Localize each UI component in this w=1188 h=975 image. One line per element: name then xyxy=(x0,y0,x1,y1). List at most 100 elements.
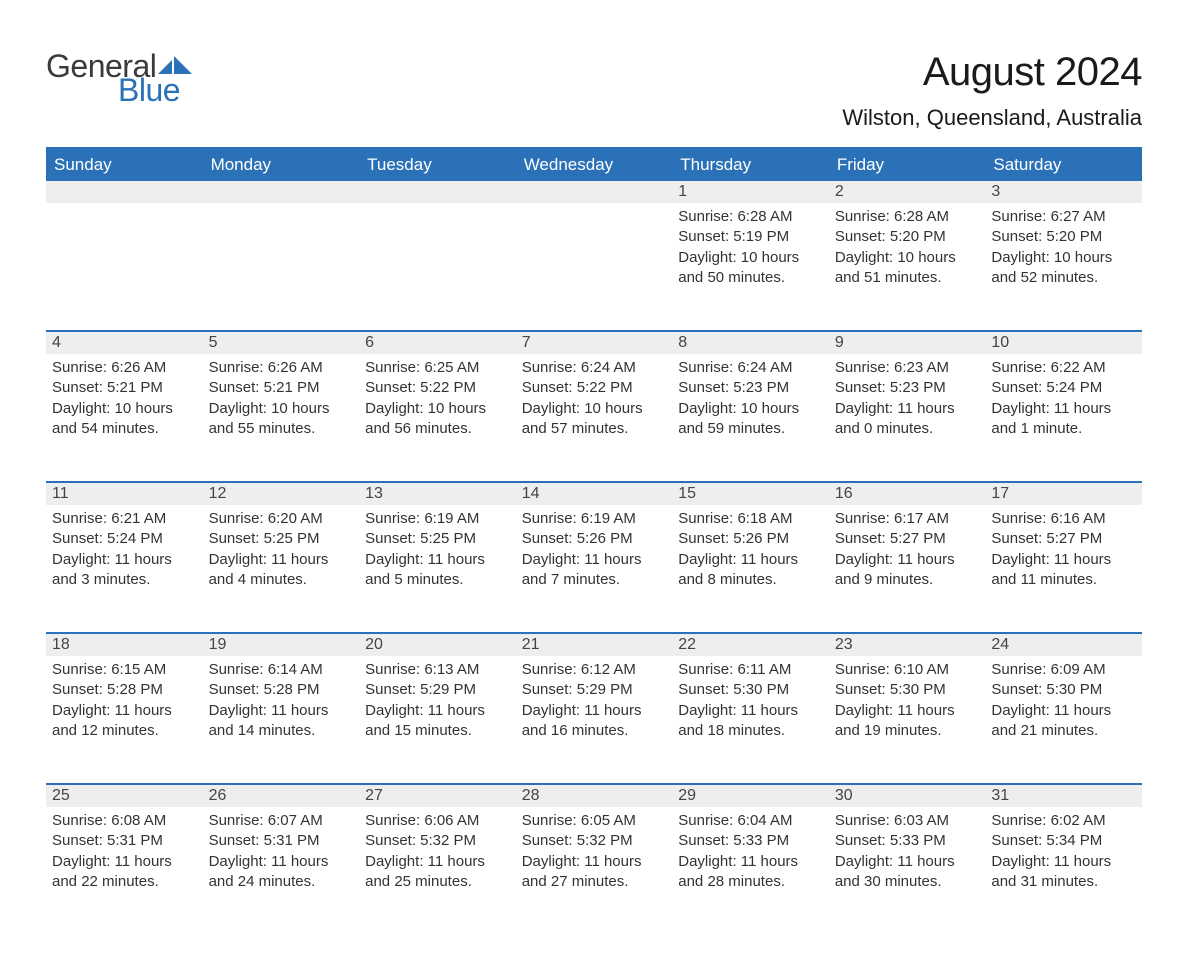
daylight-line: Daylight: 11 hours and 24 minutes. xyxy=(209,852,354,893)
day-number-cell: 10 xyxy=(985,331,1142,354)
day-number-cell: 7 xyxy=(516,331,673,354)
day-content-cell: Sunrise: 6:12 AMSunset: 5:29 PMDaylight:… xyxy=(516,656,673,784)
day-header: Monday xyxy=(203,148,360,181)
calendar-table: Sunday Monday Tuesday Wednesday Thursday… xyxy=(46,147,1142,935)
sunset-line: Sunset: 5:31 PM xyxy=(209,831,354,851)
day-header: Friday xyxy=(829,148,986,181)
day-content-cell: Sunrise: 6:22 AMSunset: 5:24 PMDaylight:… xyxy=(985,354,1142,482)
day-number-cell: 31 xyxy=(985,784,1142,807)
daylight-line: Daylight: 11 hours and 27 minutes. xyxy=(522,852,667,893)
location: Wilston, Queensland, Australia xyxy=(842,105,1142,131)
daylight-line: Daylight: 11 hours and 14 minutes. xyxy=(209,701,354,742)
day-content-cell: Sunrise: 6:06 AMSunset: 5:32 PMDaylight:… xyxy=(359,807,516,935)
day-number-cell: 28 xyxy=(516,784,673,807)
day-content-cell: Sunrise: 6:13 AMSunset: 5:29 PMDaylight:… xyxy=(359,656,516,784)
sunrise-line: Sunrise: 6:15 AM xyxy=(52,660,197,680)
day-content-cell: Sunrise: 6:09 AMSunset: 5:30 PMDaylight:… xyxy=(985,656,1142,784)
sunset-line: Sunset: 5:31 PM xyxy=(52,831,197,851)
daylight-line: Daylight: 10 hours and 51 minutes. xyxy=(835,248,980,289)
day-number-cell: 17 xyxy=(985,482,1142,505)
day-content-row: Sunrise: 6:28 AMSunset: 5:19 PMDaylight:… xyxy=(46,203,1142,331)
sunrise-line: Sunrise: 6:04 AM xyxy=(678,811,823,831)
sunrise-line: Sunrise: 6:23 AM xyxy=(835,358,980,378)
day-number-cell: 27 xyxy=(359,784,516,807)
day-content-cell: Sunrise: 6:04 AMSunset: 5:33 PMDaylight:… xyxy=(672,807,829,935)
sunrise-line: Sunrise: 6:18 AM xyxy=(678,509,823,529)
daylight-line: Daylight: 10 hours and 52 minutes. xyxy=(991,248,1136,289)
sunrise-line: Sunrise: 6:24 AM xyxy=(678,358,823,378)
day-header: Thursday xyxy=(672,148,829,181)
sunset-line: Sunset: 5:30 PM xyxy=(835,680,980,700)
day-content-row: Sunrise: 6:21 AMSunset: 5:24 PMDaylight:… xyxy=(46,505,1142,633)
header: General Blue August 2024 Wilston, Queens… xyxy=(46,50,1142,143)
sunrise-line: Sunrise: 6:24 AM xyxy=(522,358,667,378)
day-number-cell: 22 xyxy=(672,633,829,656)
sunset-line: Sunset: 5:22 PM xyxy=(522,378,667,398)
day-content-cell: Sunrise: 6:28 AMSunset: 5:20 PMDaylight:… xyxy=(829,203,986,331)
daylight-line: Daylight: 10 hours and 54 minutes. xyxy=(52,399,197,440)
sunset-line: Sunset: 5:26 PM xyxy=(678,529,823,549)
daylight-line: Daylight: 10 hours and 50 minutes. xyxy=(678,248,823,289)
daylight-line: Daylight: 11 hours and 18 minutes. xyxy=(678,701,823,742)
day-number-cell: 25 xyxy=(46,784,203,807)
sunrise-line: Sunrise: 6:11 AM xyxy=(678,660,823,680)
day-number-cell xyxy=(203,181,360,203)
day-number-cell: 4 xyxy=(46,331,203,354)
day-content-cell: Sunrise: 6:20 AMSunset: 5:25 PMDaylight:… xyxy=(203,505,360,633)
day-number-cell: 9 xyxy=(829,331,986,354)
daylight-line: Daylight: 11 hours and 16 minutes. xyxy=(522,701,667,742)
daylight-line: Daylight: 11 hours and 4 minutes. xyxy=(209,550,354,591)
day-number-cell: 16 xyxy=(829,482,986,505)
daylight-line: Daylight: 11 hours and 15 minutes. xyxy=(365,701,510,742)
daylight-line: Daylight: 10 hours and 59 minutes. xyxy=(678,399,823,440)
day-number-cell: 1 xyxy=(672,181,829,203)
sunrise-line: Sunrise: 6:26 AM xyxy=(52,358,197,378)
day-content-cell: Sunrise: 6:16 AMSunset: 5:27 PMDaylight:… xyxy=(985,505,1142,633)
sunrise-line: Sunrise: 6:17 AM xyxy=(835,509,980,529)
sunset-line: Sunset: 5:27 PM xyxy=(835,529,980,549)
sunset-line: Sunset: 5:29 PM xyxy=(522,680,667,700)
day-content-cell: Sunrise: 6:05 AMSunset: 5:32 PMDaylight:… xyxy=(516,807,673,935)
sunset-line: Sunset: 5:33 PM xyxy=(835,831,980,851)
sunrise-line: Sunrise: 6:09 AM xyxy=(991,660,1136,680)
sunrise-line: Sunrise: 6:22 AM xyxy=(991,358,1136,378)
daylight-line: Daylight: 11 hours and 19 minutes. xyxy=(835,701,980,742)
sunrise-line: Sunrise: 6:14 AM xyxy=(209,660,354,680)
sunrise-line: Sunrise: 6:07 AM xyxy=(209,811,354,831)
day-content-row: Sunrise: 6:15 AMSunset: 5:28 PMDaylight:… xyxy=(46,656,1142,784)
day-content-cell: Sunrise: 6:02 AMSunset: 5:34 PMDaylight:… xyxy=(985,807,1142,935)
daylight-line: Daylight: 11 hours and 8 minutes. xyxy=(678,550,823,591)
sunset-line: Sunset: 5:30 PM xyxy=(678,680,823,700)
day-number-cell: 26 xyxy=(203,784,360,807)
daylight-line: Daylight: 11 hours and 25 minutes. xyxy=(365,852,510,893)
sunrise-line: Sunrise: 6:03 AM xyxy=(835,811,980,831)
sunset-line: Sunset: 5:24 PM xyxy=(52,529,197,549)
sunset-line: Sunset: 5:19 PM xyxy=(678,227,823,247)
day-content-row: Sunrise: 6:08 AMSunset: 5:31 PMDaylight:… xyxy=(46,807,1142,935)
daylight-line: Daylight: 11 hours and 22 minutes. xyxy=(52,852,197,893)
day-content-cell xyxy=(46,203,203,331)
day-content-cell: Sunrise: 6:14 AMSunset: 5:28 PMDaylight:… xyxy=(203,656,360,784)
day-content-cell: Sunrise: 6:17 AMSunset: 5:27 PMDaylight:… xyxy=(829,505,986,633)
sunrise-line: Sunrise: 6:28 AM xyxy=(835,207,980,227)
daylight-line: Daylight: 11 hours and 7 minutes. xyxy=(522,550,667,591)
day-content-cell: Sunrise: 6:15 AMSunset: 5:28 PMDaylight:… xyxy=(46,656,203,784)
sunrise-line: Sunrise: 6:08 AM xyxy=(52,811,197,831)
sunrise-line: Sunrise: 6:02 AM xyxy=(991,811,1136,831)
daylight-line: Daylight: 11 hours and 21 minutes. xyxy=(991,701,1136,742)
day-number-cell: 30 xyxy=(829,784,986,807)
day-header: Saturday xyxy=(985,148,1142,181)
day-number-cell: 29 xyxy=(672,784,829,807)
month-title: August 2024 xyxy=(842,50,1142,95)
sunrise-line: Sunrise: 6:12 AM xyxy=(522,660,667,680)
day-content-cell xyxy=(203,203,360,331)
sunset-line: Sunset: 5:20 PM xyxy=(991,227,1136,247)
day-number-cell xyxy=(516,181,673,203)
day-content-cell: Sunrise: 6:26 AMSunset: 5:21 PMDaylight:… xyxy=(46,354,203,482)
day-content-cell: Sunrise: 6:08 AMSunset: 5:31 PMDaylight:… xyxy=(46,807,203,935)
daylight-line: Daylight: 11 hours and 0 minutes. xyxy=(835,399,980,440)
day-number-cell: 8 xyxy=(672,331,829,354)
sunrise-line: Sunrise: 6:19 AM xyxy=(522,509,667,529)
day-number-cell: 12 xyxy=(203,482,360,505)
sunrise-line: Sunrise: 6:26 AM xyxy=(209,358,354,378)
